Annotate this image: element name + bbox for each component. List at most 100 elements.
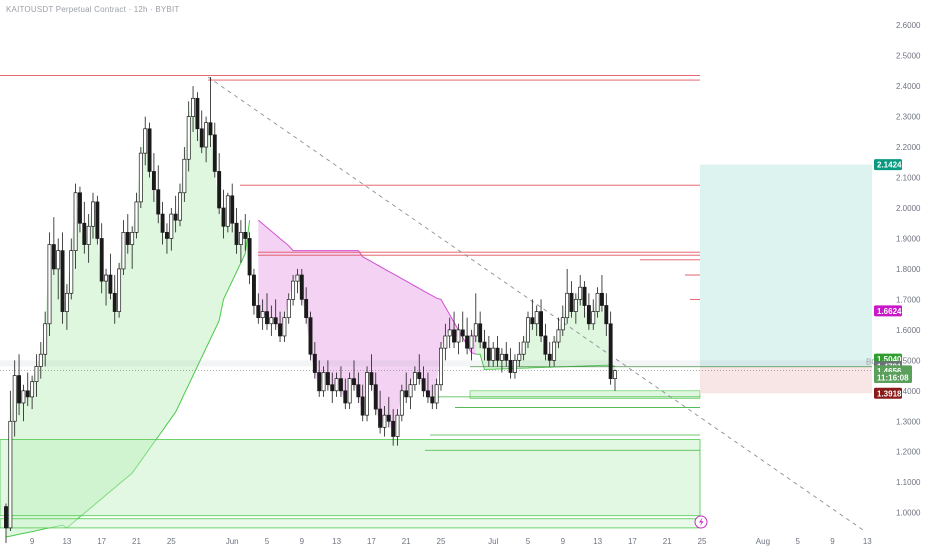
candle bbox=[278, 311, 283, 343]
candle bbox=[325, 360, 330, 391]
candle bbox=[582, 281, 587, 318]
candle-body-up bbox=[595, 292, 600, 312]
candle-body-up bbox=[613, 370, 617, 379]
candle-body-up bbox=[499, 353, 504, 361]
x-tick-label: 13 bbox=[593, 537, 602, 546]
candle bbox=[465, 317, 470, 355]
candle-body-up bbox=[395, 414, 400, 437]
x-tick-label: Jun bbox=[226, 537, 239, 546]
candle-body-down bbox=[604, 305, 609, 325]
candle-body-down bbox=[460, 329, 465, 337]
candle-body-down bbox=[325, 372, 330, 386]
candle bbox=[69, 238, 74, 300]
candle bbox=[565, 268, 570, 324]
y-tick-label: 1.4000 bbox=[896, 387, 921, 396]
chart-title: KAITOUSDT Perpetual Contract · 12h · BYB… bbox=[6, 5, 180, 14]
y-tick-label: 2.1000 bbox=[896, 174, 921, 183]
candle bbox=[386, 396, 391, 428]
candle-body-up bbox=[443, 335, 448, 349]
x-tick-label: 17 bbox=[628, 537, 637, 546]
candle-body-down bbox=[60, 250, 65, 312]
candle bbox=[382, 406, 387, 437]
candle bbox=[230, 183, 235, 233]
x-tick-label: Jul bbox=[488, 537, 498, 546]
candle bbox=[473, 293, 478, 343]
candle-body-up bbox=[269, 317, 274, 325]
candle bbox=[212, 122, 217, 178]
y-tick-label: 2.4000 bbox=[896, 82, 921, 91]
candle bbox=[138, 147, 143, 208]
candle-body-down bbox=[51, 244, 56, 270]
candle bbox=[452, 311, 457, 349]
candle-body-down bbox=[77, 192, 82, 224]
candle bbox=[25, 372, 30, 407]
candle bbox=[552, 335, 557, 367]
candle bbox=[604, 293, 609, 336]
candle bbox=[43, 311, 48, 367]
candle-body-up bbox=[12, 375, 17, 422]
candle bbox=[456, 323, 461, 355]
candle-body-up bbox=[169, 213, 174, 239]
candle-body-up bbox=[491, 347, 496, 361]
candle bbox=[286, 293, 291, 324]
candle-body-up bbox=[21, 390, 26, 404]
candle bbox=[143, 116, 148, 166]
icons-layer bbox=[694, 515, 708, 529]
candle bbox=[369, 354, 374, 391]
candle-body-up bbox=[534, 311, 539, 325]
y-tick-label: 2.3000 bbox=[896, 113, 921, 122]
candle bbox=[178, 183, 182, 227]
candle bbox=[269, 305, 274, 336]
stop-loss-zone bbox=[700, 366, 872, 394]
candle bbox=[321, 366, 326, 397]
candle bbox=[360, 384, 365, 422]
y-tick-label: 1.5000 bbox=[896, 356, 921, 365]
candle-body-up bbox=[526, 317, 530, 343]
candle-body-down bbox=[156, 189, 161, 215]
candle bbox=[399, 384, 404, 422]
candle-body-up bbox=[291, 280, 296, 300]
candle-body-down bbox=[404, 390, 409, 398]
candle bbox=[347, 372, 352, 410]
candle bbox=[47, 232, 52, 336]
candle-body-down bbox=[208, 122, 213, 136]
candle-body-up bbox=[117, 268, 122, 312]
candle-body-up bbox=[473, 323, 478, 337]
candle bbox=[417, 354, 422, 385]
candle-body-up bbox=[521, 341, 526, 355]
candle bbox=[30, 375, 35, 410]
candle bbox=[273, 299, 278, 330]
candle-body-up bbox=[439, 347, 443, 386]
lightning-icon bbox=[694, 515, 708, 529]
demand-zone-mid bbox=[469, 390, 701, 399]
candle-body-down bbox=[317, 372, 322, 392]
candle bbox=[173, 195, 178, 233]
candle bbox=[134, 192, 139, 239]
candle-body-down bbox=[339, 378, 343, 392]
candle-body-down bbox=[386, 414, 391, 422]
candle bbox=[91, 192, 95, 239]
candle-body-up bbox=[86, 225, 91, 245]
candle bbox=[365, 366, 370, 422]
candle bbox=[165, 223, 169, 254]
candle-body-up bbox=[456, 329, 461, 343]
candle-body-down bbox=[243, 232, 248, 239]
candle-body-up bbox=[238, 232, 243, 245]
candle-body-up bbox=[591, 311, 596, 325]
candle bbox=[486, 335, 491, 367]
candle bbox=[17, 354, 22, 416]
candle-body-down bbox=[304, 299, 309, 319]
candle bbox=[104, 268, 108, 306]
candle-body-down bbox=[25, 390, 30, 398]
x-tick-label: 9 bbox=[30, 537, 35, 546]
candle bbox=[77, 186, 82, 233]
candle-body-up bbox=[260, 311, 265, 319]
candle-body-up bbox=[38, 353, 43, 367]
candle-body-up bbox=[469, 335, 474, 349]
lines-layer: BOS bbox=[0, 75, 883, 533]
candle-body-down bbox=[343, 390, 348, 404]
resistance-band-fill bbox=[258, 220, 476, 437]
candle-body-down bbox=[312, 353, 317, 373]
price-badge-text: 1.5040 bbox=[877, 355, 902, 364]
